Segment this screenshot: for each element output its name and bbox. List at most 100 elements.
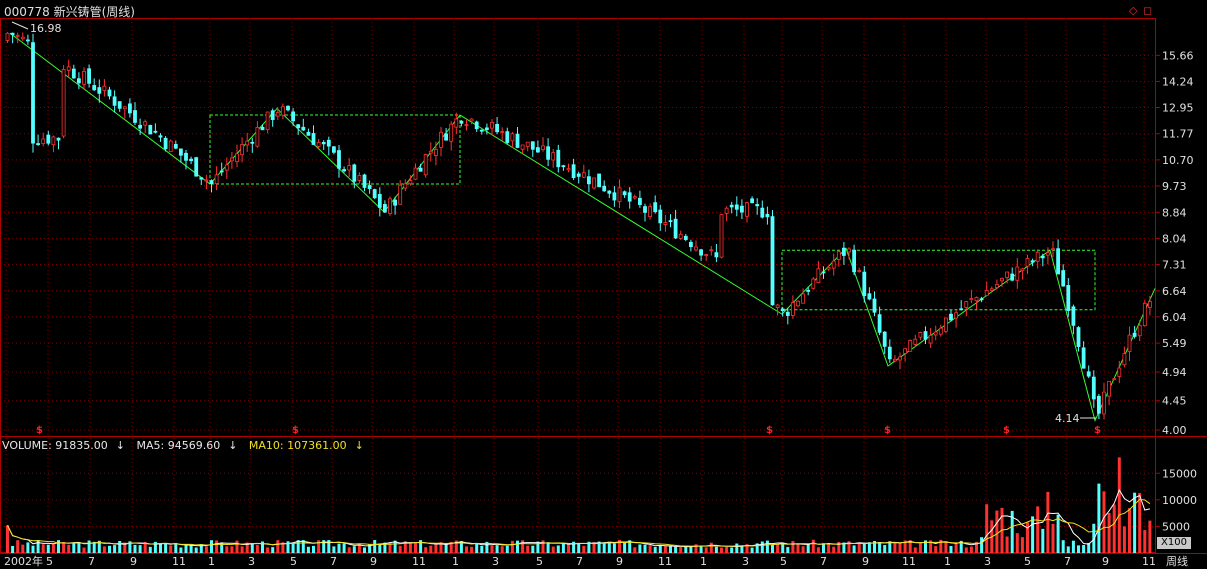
candle-body <box>163 137 168 150</box>
candle-body <box>821 271 826 274</box>
time-axis-label: 5 <box>536 555 543 568</box>
time-axis-label: 11 <box>658 555 672 568</box>
volume-bar <box>347 547 351 553</box>
volume-bar <box>388 542 392 553</box>
time-axis-label: 5 <box>1024 555 1031 568</box>
time-axis-label: 1 <box>944 555 951 568</box>
price-tick-label: 9.73 <box>1162 180 1187 193</box>
candle-body <box>1061 270 1066 287</box>
candle-body <box>393 199 398 206</box>
volume-bar <box>867 542 871 553</box>
volume-bar <box>796 543 800 553</box>
volume-bar <box>908 540 912 553</box>
event-marker: $ <box>1094 425 1101 436</box>
volume-bar <box>964 547 968 553</box>
candle-body <box>729 204 734 208</box>
volume-bar <box>475 542 479 553</box>
candle-body <box>117 101 122 109</box>
volume-bar <box>235 540 239 553</box>
candle-body <box>903 348 907 354</box>
volume-bar <box>944 541 948 553</box>
candle-body <box>949 313 953 321</box>
volume-bar <box>368 544 372 553</box>
high-price-label: 16.98 <box>30 22 62 35</box>
price-tick-label: 5.49 <box>1162 337 1187 350</box>
volume-bar <box>612 543 616 553</box>
volume-bar <box>1061 540 1065 553</box>
volume-bar <box>286 541 290 553</box>
volume-value: VOLUME: 91835.00 <box>2 439 108 452</box>
candle-body <box>806 289 811 292</box>
volume-bar <box>102 546 106 553</box>
candle-body <box>536 147 540 153</box>
candle-body <box>1020 268 1025 272</box>
volume-bar <box>822 543 825 553</box>
candle-body <box>724 207 729 214</box>
candle-body <box>1040 255 1045 259</box>
volume-bar <box>342 543 346 553</box>
volume-bar <box>607 542 611 553</box>
volume-bar <box>363 547 366 553</box>
volume-bar <box>398 545 402 553</box>
candle-body <box>979 298 984 301</box>
volume-bar <box>628 540 632 553</box>
volume-bar <box>164 543 168 553</box>
volume-bar <box>393 540 397 553</box>
volume-bar <box>485 541 489 553</box>
candle-body <box>760 207 765 218</box>
candle-body <box>326 139 331 147</box>
candle-body <box>1117 367 1122 377</box>
volume-bar <box>873 540 876 553</box>
candle-body <box>683 235 688 240</box>
volume-bar <box>638 544 642 553</box>
candle-body <box>316 141 321 147</box>
candle-body <box>505 131 510 143</box>
volume-bar <box>1026 522 1029 553</box>
volume-bar <box>975 541 978 553</box>
restore-window-icon[interactable]: ◻ <box>1143 4 1153 17</box>
candle-body <box>1148 301 1152 308</box>
volume-bar <box>521 540 525 553</box>
volume-bar <box>261 541 264 553</box>
price-tick-label: 15.66 <box>1162 49 1194 62</box>
volume-bar <box>567 543 570 553</box>
candle-body <box>750 198 754 204</box>
period-label[interactable]: 周线 <box>1166 555 1188 568</box>
candle-body <box>801 293 805 304</box>
candle-body <box>122 106 127 110</box>
time-axis-label: 5 <box>290 555 297 568</box>
candle-body <box>469 118 474 122</box>
candle-body <box>541 145 545 151</box>
candle-body <box>158 135 163 138</box>
price-tick-label: 11.77 <box>1162 128 1194 141</box>
volume-bar <box>41 544 45 553</box>
candle-body <box>331 146 336 153</box>
volume-bar <box>159 543 162 553</box>
volume-bar <box>725 546 729 553</box>
candle-body <box>842 247 846 256</box>
candle-body <box>734 204 739 210</box>
candle-body <box>602 185 607 192</box>
diamond-icon[interactable]: ◇ <box>1129 4 1138 17</box>
candle-body <box>403 183 408 189</box>
candle-body <box>1107 380 1111 397</box>
volume-bar <box>1015 533 1019 553</box>
event-marker: $ <box>766 425 773 436</box>
candle-body <box>1076 327 1081 347</box>
candle-body <box>694 246 698 251</box>
volume-bar <box>510 540 514 553</box>
candle-body <box>648 206 652 217</box>
candle-body <box>755 204 760 207</box>
candle-body <box>97 87 102 94</box>
candle-body <box>337 150 341 169</box>
candle-body <box>612 192 617 201</box>
volume-bar <box>271 547 275 553</box>
volume-bar <box>230 546 234 553</box>
volume-ma10-line <box>7 498 1151 547</box>
candle-body <box>872 298 877 313</box>
volume-bar <box>587 541 591 553</box>
candle-body <box>581 172 586 178</box>
candle-body <box>959 308 964 311</box>
candle-body <box>255 127 260 147</box>
